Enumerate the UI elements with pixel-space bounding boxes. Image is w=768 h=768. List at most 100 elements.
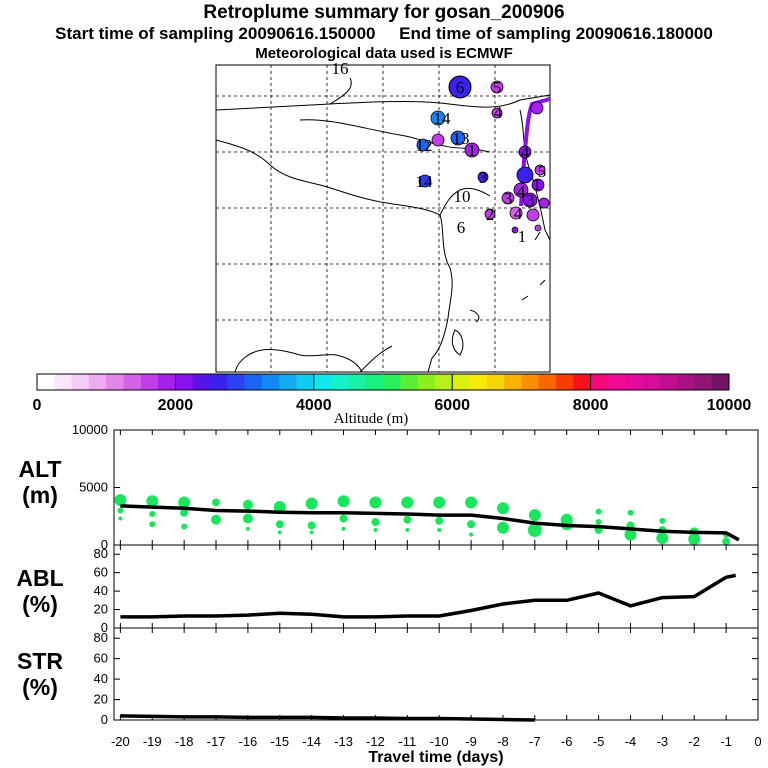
altitude-point	[527, 523, 542, 538]
altitude-point	[528, 509, 541, 522]
altitude-point	[688, 533, 701, 546]
x-tick-label: -12	[366, 734, 385, 749]
colorbar-segment	[556, 374, 574, 390]
altitude-point	[373, 528, 378, 533]
colorbar-segment	[261, 374, 280, 390]
cluster-circle	[534, 224, 542, 232]
altitude-point	[307, 521, 316, 530]
x-tick-label: -19	[143, 734, 162, 749]
colorbar-segment	[175, 374, 194, 390]
colorbar-segment	[244, 374, 263, 390]
x-tick-label: -20	[111, 734, 130, 749]
altitude-point	[369, 496, 382, 509]
str-ylabel: STR (%)	[17, 648, 63, 700]
x-tick-label: -13	[334, 734, 353, 749]
alt-ylabel: ALT (m)	[18, 456, 62, 508]
y-tick-label: 80	[94, 546, 108, 561]
cluster-circle	[516, 166, 534, 184]
colorbar-segment	[504, 374, 522, 390]
colorbar-segment	[37, 374, 55, 390]
panel-frame	[113, 627, 759, 721]
colorbar-segment	[279, 374, 297, 390]
colorbar-segment	[88, 374, 107, 390]
y-tick-label: 5000	[79, 480, 108, 495]
colorbar-segment	[521, 374, 540, 390]
altitude-point	[114, 494, 127, 507]
altitude-point	[180, 508, 189, 517]
colorbar-segment	[573, 374, 591, 390]
y-tick-label: 20	[94, 692, 108, 707]
x-tick-label: -7	[529, 734, 541, 749]
y-tick-label: 0	[101, 620, 108, 635]
day-label: 10	[454, 187, 471, 206]
colorbar-segment	[296, 374, 315, 390]
colorbar-segment	[365, 374, 384, 390]
altitude-point	[117, 507, 124, 514]
colorbar-segment	[140, 374, 159, 390]
cluster-circle	[477, 171, 489, 183]
cluster-circle	[491, 107, 503, 119]
y-tick-label: 60	[94, 651, 108, 666]
altitude-point	[433, 496, 446, 509]
colorbar-segment	[607, 374, 626, 390]
day-label: 4	[517, 182, 526, 201]
altitude-point	[242, 499, 253, 510]
day-label: 5	[538, 162, 547, 181]
y-tick-label: 60	[94, 565, 108, 580]
colorbar-segment	[711, 374, 730, 390]
altitude-point	[595, 519, 602, 525]
colorbar-label: Altitude (m)	[334, 411, 409, 427]
altitude-point	[275, 520, 284, 529]
day-label: 5	[493, 78, 502, 97]
cluster-circle	[526, 208, 540, 222]
day-label: 1	[533, 175, 542, 194]
cluster-circle	[509, 206, 523, 220]
day-labels: 16 6 5 14 4 12 13 1 4 14 3 10 5 6 4 3 3 …	[332, 59, 547, 246]
y-tick-label: 20	[94, 602, 108, 617]
colorbar-segment	[313, 374, 332, 390]
x-tick-label: -5	[593, 734, 605, 749]
x-tick-label: -15	[270, 734, 289, 749]
colorbar-segment	[659, 374, 678, 390]
cluster-circle	[513, 182, 529, 198]
altitude-point	[656, 532, 669, 545]
cluster-circle	[501, 191, 515, 205]
x-tick-label: 0	[754, 734, 761, 749]
colorbar-segment	[227, 374, 245, 390]
colorbar-segment	[538, 374, 557, 390]
altitude-point	[627, 509, 634, 516]
altitude-point	[624, 528, 637, 541]
cluster-circle	[484, 208, 496, 220]
series-line	[120, 504, 740, 542]
y-tick-label: 0	[101, 712, 108, 727]
y-tick-label: 80	[94, 630, 108, 645]
x-tick-label: -14	[302, 734, 321, 749]
x-tick-label: -9	[465, 734, 477, 749]
colorbar-segment	[123, 374, 142, 390]
day-label: 2	[486, 205, 495, 224]
colorbar-segment	[677, 374, 695, 390]
colorbar-tick-label: 8000	[573, 397, 609, 414]
colorbar-segment	[54, 374, 72, 390]
day-label: 1	[468, 141, 477, 160]
altitude-point	[496, 502, 509, 515]
colorbar-tick-label: 6000	[434, 397, 470, 414]
colorbar-tick-label: 2000	[158, 397, 194, 414]
colorbar-tick-label: 4000	[296, 397, 332, 414]
chart-title: Retroplume summary for gosan_200906	[203, 2, 565, 23]
altitude-point	[405, 528, 410, 533]
altitude-point	[465, 496, 478, 509]
x-tick-label: -8	[497, 734, 509, 749]
y-tick-label: 40	[94, 583, 108, 598]
colorbar-segment	[486, 374, 505, 390]
altitude-point	[496, 521, 509, 534]
sampling-times: Start time of sampling 20090616.150000 E…	[0, 24, 768, 44]
cluster-circle	[418, 174, 432, 188]
day-label: 4	[514, 204, 523, 223]
altitude-point	[305, 497, 318, 510]
altitude-point	[181, 523, 188, 530]
day-label: 12	[416, 136, 433, 155]
met-data-label: Meteorological data used is ECMWF	[255, 45, 513, 62]
day-label: 6	[457, 218, 466, 237]
